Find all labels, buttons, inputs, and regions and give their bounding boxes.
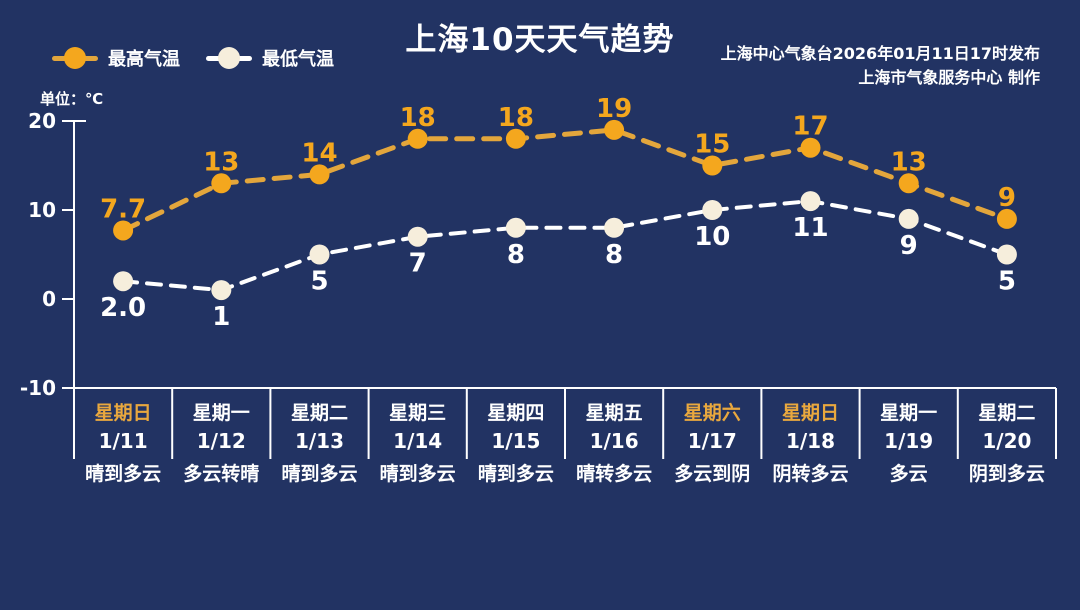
high-temp-point	[800, 137, 821, 158]
legend-high-label: 最高气温	[108, 49, 180, 70]
day-column: 星期一 1/19 多云	[860, 399, 958, 489]
unit-label: 单位：℃	[40, 90, 104, 108]
high-temp-line	[120, 127, 1010, 233]
low-temp-value-label: 5	[310, 267, 328, 297]
day-weekday-label: 星期四	[487, 402, 545, 424]
y-tick-label: 20	[28, 109, 56, 133]
low-temp-line	[121, 199, 1009, 293]
day-date-label: 1/20	[982, 429, 1032, 453]
high-temp-value-label: 9	[998, 183, 1016, 213]
legend-item-low-temp: 最低气温	[206, 45, 334, 71]
day-date-label: 1/18	[785, 429, 836, 453]
day-date-label: 1/11	[98, 429, 148, 453]
day-column: 星期六 1/17 多云到阴	[663, 399, 761, 489]
day-column: 星期三 1/14 晴到多云	[369, 399, 467, 489]
issued-text: 上海中心气象台2026年01月11日17时发布	[720, 44, 1040, 63]
high-temp-point	[996, 208, 1017, 229]
page-title: 上海10天天气趋势	[405, 22, 675, 58]
day-weekday-label: 星期五	[585, 402, 643, 424]
day-weekday-label: 星期日	[94, 402, 152, 424]
low-temp-value-label: 1	[212, 302, 230, 332]
day-date-label: 1/14	[393, 429, 443, 453]
low-temp-point	[898, 208, 919, 229]
legend-low-label: 最低气温	[262, 49, 334, 70]
day-column: 星期一 1/12 多云转晴	[172, 399, 270, 489]
low-temp-point	[113, 271, 134, 292]
low-temp-value-label: 5	[998, 267, 1016, 297]
day-weather-label: 晴到多云	[85, 463, 162, 485]
low-temp-value-label: 9	[900, 231, 918, 261]
day-column: 星期日 1/18 阴转多云	[761, 399, 859, 489]
high-temp-point	[702, 155, 723, 176]
low-temp-point	[211, 280, 232, 301]
day-weekday-label: 星期二	[978, 402, 1036, 424]
day-weather-label: 多云	[889, 463, 928, 485]
high-temp-value-label: 7.7	[100, 194, 146, 224]
day-weekday-label: 星期六	[683, 402, 741, 424]
low-temp-point	[309, 244, 330, 265]
low-temp-point	[505, 217, 526, 238]
day-weather-label: 阴转多云	[772, 463, 849, 485]
high-temp-value-label: 18	[498, 103, 534, 133]
low-temp-value-label: 8	[507, 240, 525, 270]
high-temp-value-label: 15	[694, 130, 730, 160]
day-weekday-label: 星期日	[781, 402, 839, 424]
y-tick-label: 10	[28, 198, 56, 222]
day-weather-label: 晴到多云	[379, 463, 456, 485]
day-date-label: 1/16	[589, 429, 639, 453]
low-temp-value-label: 11	[792, 213, 828, 243]
low-temp-point	[800, 191, 821, 212]
y-tick-label: -10	[20, 376, 56, 400]
high-temp-point	[113, 220, 134, 241]
day-weekday-label: 星期三	[389, 402, 447, 424]
producer-text: 上海市气象服务中心 制作	[858, 68, 1040, 87]
low-temp-value-label: 8	[605, 240, 623, 270]
day-weekday-label: 星期一	[880, 402, 938, 424]
high-temp-point	[309, 164, 330, 185]
high-temp-point	[505, 128, 526, 149]
day-date-label: 1/17	[687, 429, 737, 453]
low-temp-point	[604, 217, 625, 238]
high-temp-value-label: 18	[400, 103, 436, 133]
high-temp-value-label: 19	[596, 94, 632, 124]
low-temp-legend-icon	[206, 47, 252, 69]
low-temp-value-label: 2.0	[100, 293, 146, 323]
y-tick-label: 0	[42, 287, 56, 311]
high-temp-value-label: 13	[891, 147, 927, 177]
high-temp-value-label: 17	[792, 112, 828, 142]
high-temp-legend-icon	[52, 47, 98, 69]
low-temp-point	[996, 244, 1017, 265]
high-temp-point	[407, 128, 428, 149]
day-weekday-label: 星期一	[192, 402, 250, 424]
day-weather-label: 晴到多云	[281, 463, 358, 485]
day-weather-label: 多云到阴	[674, 463, 751, 485]
day-date-label: 1/19	[884, 429, 934, 453]
day-column: 星期四 1/15 晴到多云	[467, 399, 565, 489]
day-weekday-label: 星期二	[290, 402, 348, 424]
day-column: 星期二 1/20 阴到多云	[958, 399, 1056, 489]
day-weather-label: 多云转晴	[183, 463, 260, 485]
day-weather-label: 晴转多云	[576, 463, 653, 485]
day-column: 星期五 1/16 晴转多云	[565, 399, 663, 489]
high-temp-point	[604, 119, 625, 140]
low-temp-point	[702, 200, 723, 220]
low-temp-point	[407, 226, 428, 247]
day-date-label: 1/13	[294, 429, 345, 453]
high-temp-value-label: 14	[301, 138, 337, 168]
day-column: 星期二 1/13 晴到多云	[270, 399, 368, 489]
day-column: 星期日 1/11 晴到多云	[74, 399, 172, 489]
low-temp-value-label: 10	[694, 222, 730, 252]
high-temp-point	[211, 173, 232, 194]
day-date-label: 1/12	[196, 429, 246, 453]
high-temp-value-label: 13	[203, 147, 239, 177]
high-temp-point	[898, 173, 919, 194]
day-weather-label: 晴到多云	[477, 463, 554, 485]
day-date-label: 1/15	[491, 429, 541, 453]
legend-item-high-temp: 最高气温	[52, 45, 180, 71]
low-temp-value-label: 7	[409, 249, 427, 279]
day-weather-label: 阴到多云	[968, 463, 1045, 485]
legend: 最高气温 最低气温	[52, 45, 334, 71]
